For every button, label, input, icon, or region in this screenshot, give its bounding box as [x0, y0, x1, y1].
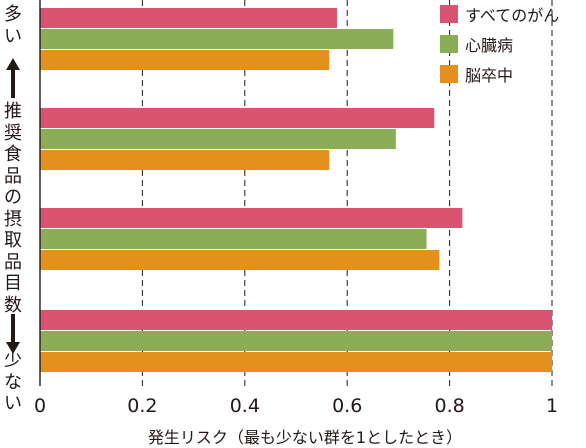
- bar: [40, 352, 552, 372]
- bar: [40, 208, 463, 228]
- legend-label: 心臓病: [465, 36, 514, 55]
- arrow-down-icon: [6, 314, 20, 354]
- legend-label: すべてのがん: [465, 6, 560, 25]
- bar: [40, 50, 330, 70]
- x-tick-labels: 0 0.2 0.4 0.6 0.8 1: [34, 395, 558, 417]
- legend-item-all-cancer: すべてのがん: [440, 0, 559, 28]
- bar: [40, 331, 552, 351]
- y-label-middle: 推奨食品の摂取品目数: [4, 101, 22, 316]
- x-tick-label: 0.6: [332, 395, 362, 417]
- bar: [40, 310, 552, 330]
- bar: [40, 29, 394, 49]
- legend-swatch: [440, 5, 458, 23]
- legend-swatch: [440, 35, 458, 53]
- x-tick-label: 0: [34, 395, 46, 417]
- bar: [40, 250, 440, 270]
- bars: [40, 8, 552, 372]
- x-tick-label: 0.8: [434, 395, 464, 417]
- arrow-up-icon: [6, 58, 20, 98]
- legend-item-heart-disease: 心臓病: [440, 30, 559, 58]
- legend: すべてのがん 心臓病 脳卒中: [440, 0, 559, 90]
- x-tick-label: 0.4: [230, 395, 260, 417]
- bar: [40, 150, 330, 170]
- bar: [40, 129, 396, 149]
- x-axis-label: 発生リスク（最も少ない群を1としたとき）: [147, 428, 463, 447]
- x-tick-label: 1: [546, 395, 558, 417]
- x-tick-label: 0.2: [127, 395, 157, 417]
- legend-item-stroke: 脳卒中: [440, 60, 559, 88]
- legend-swatch: [440, 65, 458, 83]
- bar: [40, 108, 435, 128]
- bar: [40, 229, 427, 249]
- bar: [40, 8, 337, 28]
- legend-label: 脳卒中: [465, 66, 514, 85]
- y-label-bottom: 少ない: [4, 350, 22, 414]
- y-label-top: 多い: [4, 4, 22, 47]
